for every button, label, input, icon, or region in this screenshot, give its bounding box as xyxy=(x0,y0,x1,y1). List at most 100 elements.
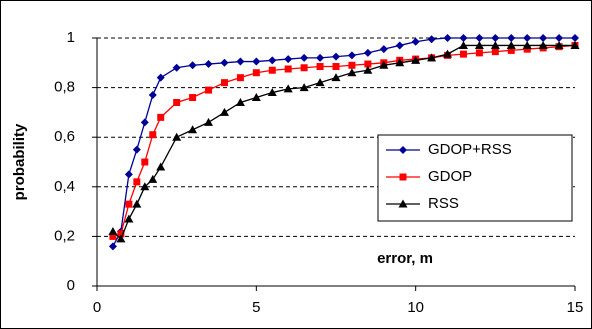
marker xyxy=(149,131,157,139)
marker xyxy=(157,113,165,121)
marker xyxy=(507,34,516,42)
marker xyxy=(507,46,515,54)
marker xyxy=(300,53,309,62)
marker xyxy=(332,52,340,61)
y-tick-label: 0,2 xyxy=(54,227,75,244)
marker xyxy=(475,34,484,42)
x-tick-label: 0 xyxy=(93,299,101,316)
marker xyxy=(108,226,118,235)
marker xyxy=(363,48,372,57)
marker xyxy=(204,117,214,126)
marker xyxy=(555,34,564,42)
x-tick-label: 10 xyxy=(407,299,424,316)
marker xyxy=(506,40,516,49)
marker xyxy=(125,200,133,208)
marker xyxy=(132,199,142,208)
marker xyxy=(331,73,341,82)
marker xyxy=(156,73,165,82)
legend-label: GDOP+RSS xyxy=(428,141,512,158)
marker xyxy=(490,40,500,49)
marker xyxy=(252,57,261,66)
marker xyxy=(205,86,213,94)
x-tick-label: 5 xyxy=(252,299,260,316)
marker xyxy=(116,234,126,243)
legend-label: RSS xyxy=(428,195,459,212)
marker xyxy=(188,125,198,134)
marker xyxy=(283,84,293,93)
marker xyxy=(236,74,244,82)
x-tick-label: 15 xyxy=(567,299,584,316)
marker xyxy=(379,60,389,69)
marker xyxy=(539,34,548,42)
marker xyxy=(427,53,437,62)
marker xyxy=(188,61,197,70)
marker xyxy=(284,65,292,73)
marker xyxy=(347,51,356,60)
marker xyxy=(347,68,357,77)
marker xyxy=(316,63,324,71)
y-tick-label: 0,6 xyxy=(54,128,75,145)
marker xyxy=(491,34,500,42)
marker xyxy=(299,83,309,92)
marker xyxy=(395,58,405,67)
marker xyxy=(363,65,373,74)
marker xyxy=(459,34,468,42)
marker xyxy=(475,49,483,57)
marker xyxy=(132,145,141,154)
x-axis-label: error, m xyxy=(377,250,433,267)
legend: GDOP+RSS GDOP RSS xyxy=(377,134,573,222)
marker xyxy=(443,49,453,58)
marker xyxy=(148,174,158,183)
marker xyxy=(252,69,260,77)
marker xyxy=(133,178,141,186)
marker xyxy=(491,48,499,56)
marker xyxy=(268,66,276,74)
marker xyxy=(267,88,277,97)
marker xyxy=(219,107,229,116)
marker xyxy=(284,55,293,64)
marker xyxy=(522,40,532,49)
y-tick-label: 0,8 xyxy=(54,79,75,96)
marker xyxy=(348,61,356,69)
marker xyxy=(109,232,117,240)
marker xyxy=(395,41,404,50)
marker xyxy=(398,199,408,208)
marker xyxy=(204,60,213,69)
marker xyxy=(156,162,166,171)
marker xyxy=(140,118,149,127)
marker xyxy=(316,53,325,62)
marker xyxy=(148,91,157,100)
marker xyxy=(379,45,388,54)
marker xyxy=(172,132,182,141)
y-axis-label: probability xyxy=(11,123,28,200)
marker xyxy=(411,55,421,64)
marker xyxy=(538,40,548,49)
marker xyxy=(332,63,340,71)
marker xyxy=(554,40,564,49)
marker xyxy=(124,170,133,179)
marker xyxy=(364,60,372,68)
legend-box xyxy=(377,134,573,222)
marker xyxy=(140,182,150,191)
marker xyxy=(220,58,229,67)
legend-label: GDOP xyxy=(428,168,472,185)
marker xyxy=(571,34,579,42)
marker xyxy=(300,64,308,72)
y-tick-label: 0 xyxy=(67,277,75,294)
y-tick-label: 0,4 xyxy=(54,178,75,195)
marker xyxy=(220,79,228,87)
marker xyxy=(399,173,407,181)
marker xyxy=(570,40,580,49)
marker xyxy=(141,158,149,166)
marker xyxy=(108,242,117,251)
marker xyxy=(459,50,467,58)
marker xyxy=(474,40,484,49)
marker xyxy=(315,78,325,87)
marker xyxy=(443,34,452,42)
marker xyxy=(427,35,436,44)
marker xyxy=(458,40,468,49)
marker xyxy=(251,93,261,102)
marker xyxy=(411,37,420,46)
marker xyxy=(523,45,531,53)
